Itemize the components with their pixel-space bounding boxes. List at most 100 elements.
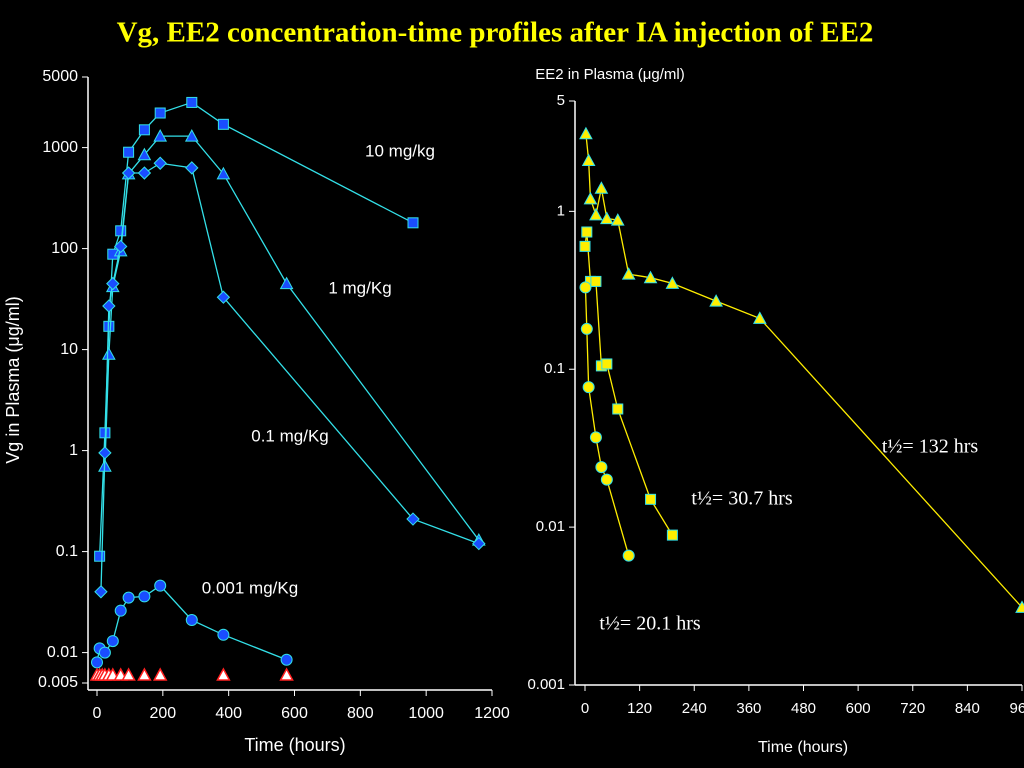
marker [581,226,593,238]
marker [106,635,119,648]
marker [152,667,168,681]
y-tick-label: 1 [69,442,78,459]
marker [137,166,152,180]
marker [98,446,112,460]
marker [1015,600,1024,613]
x-tick-label: 480 [791,700,816,717]
marker [138,124,150,136]
marker [216,667,231,681]
x-tick-label: 400 [215,705,242,722]
y-tick-label: 5000 [42,68,78,85]
marker [216,166,231,180]
marker [185,161,199,175]
series-label: 10 mg/kg [365,141,435,160]
marker [589,207,603,221]
series-line [100,162,480,592]
x-tick-label: 800 [347,705,374,722]
marker [123,146,135,158]
series-line [104,135,480,541]
marker [579,240,591,252]
series-label: 0.001 mg/Kg [202,578,298,597]
x-tick-label: 1000 [408,705,444,722]
marker [154,579,167,592]
x-tick-label: 0 [581,700,589,717]
marker [600,473,613,486]
marker [121,667,136,681]
y-tick-label: 10 [60,341,78,358]
marker [115,225,127,237]
marker [581,153,596,166]
marker [594,181,609,194]
marker [217,628,230,641]
marker [279,276,294,290]
marker [217,118,229,130]
marker [106,276,120,291]
marker [186,96,198,108]
y-tick-label: 1 [557,202,565,219]
marker [600,211,614,225]
marker [579,281,592,294]
marker [113,239,128,254]
y-tick-label: 0.1 [544,360,565,377]
marker [583,191,598,205]
marker [610,213,625,226]
marker [184,129,199,142]
x-tick-label: 0 [93,705,102,722]
y-tick-label: 0.01 [536,518,565,535]
marker [137,667,152,681]
marker [595,461,608,474]
marker [582,381,595,394]
series-label: t½= 30.7 hrs [691,488,792,510]
x-tick-label: 1200 [474,705,510,722]
marker [153,129,168,142]
marker [102,299,116,313]
marker [666,529,678,541]
y-tick-label: 100 [51,240,78,257]
marker [407,217,419,229]
marker [154,107,166,119]
x-axis-label: Time (hours) [244,735,345,755]
y-axis-label: EE2 in Plasma (μg/ml) [535,66,685,83]
marker [98,646,111,659]
marker [665,276,680,289]
x-tick-label: 360 [736,700,761,717]
marker [621,267,636,280]
x-tick-label: 120 [627,700,652,717]
marker [590,275,602,287]
marker [472,536,486,551]
marker [137,147,152,161]
marker [94,550,106,562]
marker [579,126,593,140]
marker [185,614,198,627]
marker [709,294,723,307]
marker [114,604,127,617]
x-tick-label: 600 [281,705,308,722]
marker [643,270,658,284]
marker [153,156,167,170]
y-tick-label: 1000 [42,139,78,156]
marker [612,403,624,415]
x-tick-label: 960 [1009,700,1024,717]
marker [589,431,602,444]
marker [216,290,231,304]
marker [601,358,613,370]
marker [94,585,108,599]
x-tick-label: 840 [955,700,980,717]
marker [121,166,136,180]
y-tick-label: 0.1 [56,543,78,560]
y-tick-label: 0.005 [38,674,78,691]
x-tick-label: 720 [900,700,925,717]
marker [122,591,135,604]
y-tick-label: 0.001 [527,676,565,693]
marker [91,656,103,669]
marker [580,322,593,335]
y-axis-label: Vg in Plasma (μg/ml) [3,296,23,463]
x-axis-label: Time (hours) [758,739,848,756]
marker [279,667,294,681]
marker [645,493,657,505]
x-tick-label: 200 [149,705,176,722]
slide-title: Vg, EE2 concentration-time profiles afte… [117,17,874,49]
y-tick-label: 5 [557,92,565,109]
marker [406,512,420,526]
